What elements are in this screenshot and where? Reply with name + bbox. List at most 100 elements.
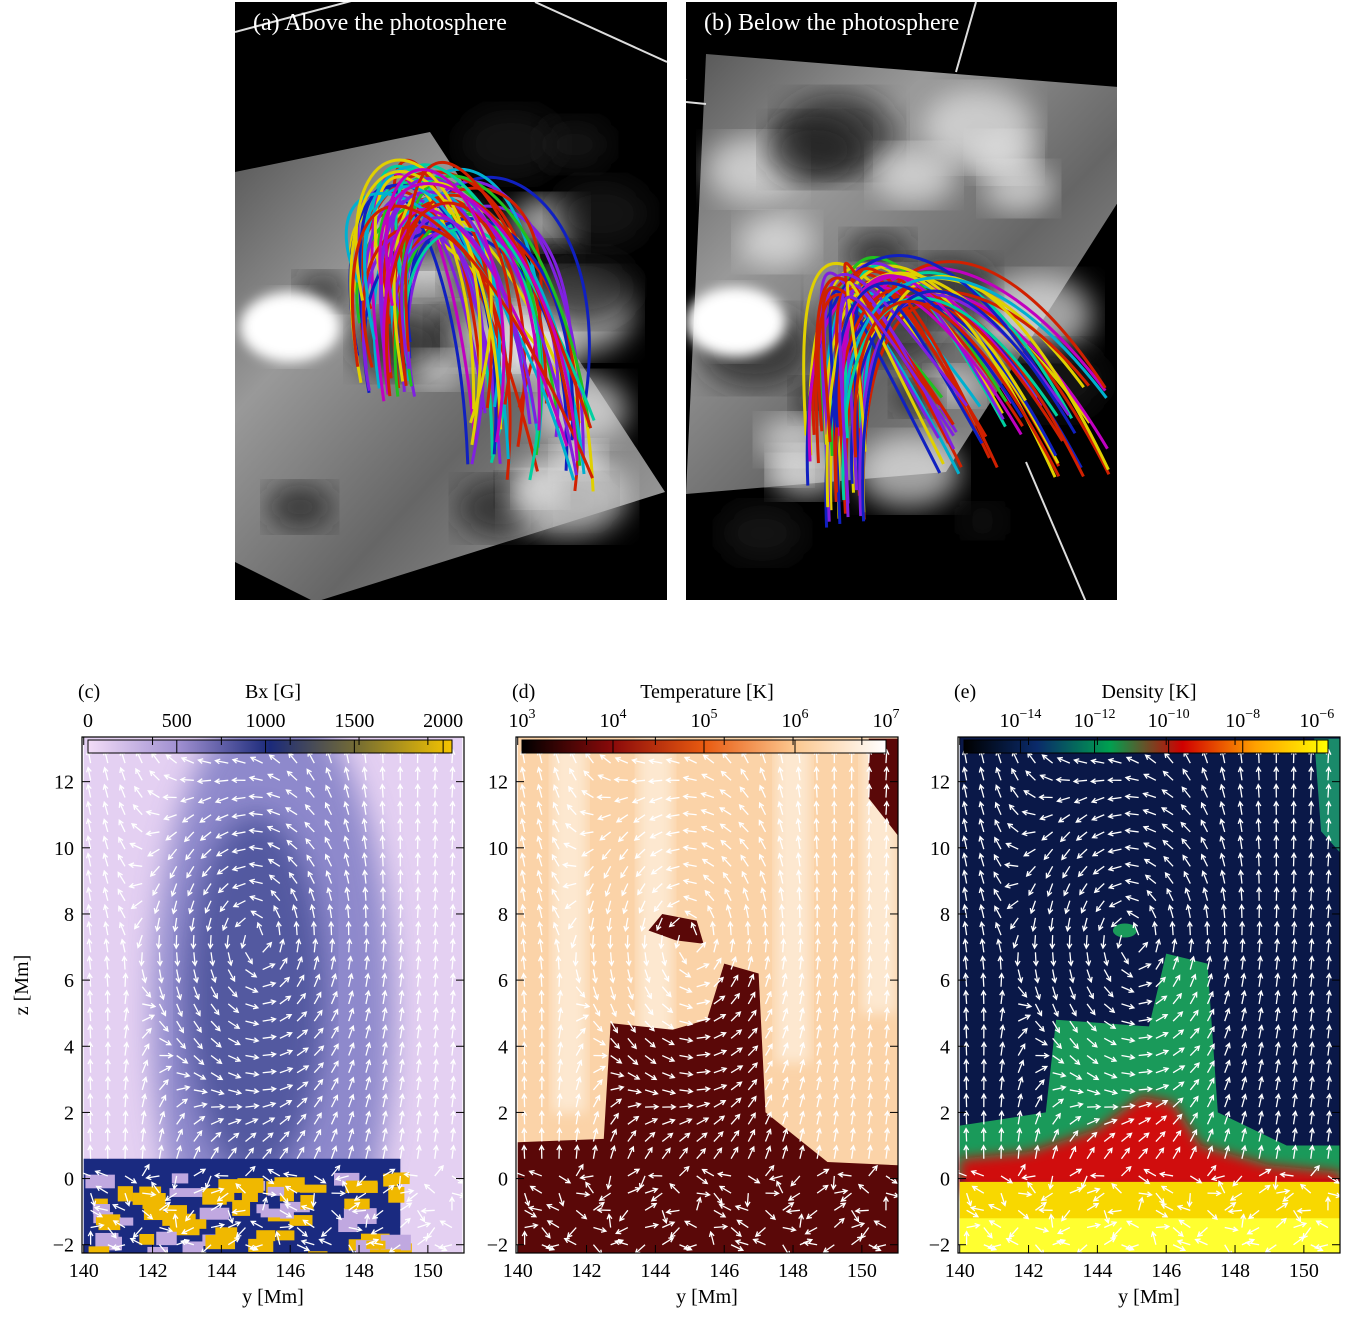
y-tick-label: 10	[488, 838, 508, 860]
y-tick-label: 8	[498, 904, 508, 926]
tick-exponent: −14	[1019, 707, 1041, 722]
colorbar-tick-label: 10−12	[1074, 707, 1116, 732]
heatmap-content	[78, 699, 464, 1321]
heat-cell	[300, 1185, 327, 1193]
x-axis-title: y [Mm]	[1118, 1286, 1180, 1308]
heatmap-content	[954, 737, 1341, 1256]
colorbar-tick-label: 106	[782, 707, 809, 732]
tick-exponent: −8	[1245, 707, 1260, 722]
tick-exponent: −10	[1168, 707, 1190, 722]
y-tick-label: 8	[940, 904, 950, 926]
positive-patch	[240, 292, 340, 362]
tick-exponent: 3	[529, 707, 536, 722]
heat-cell	[200, 1208, 230, 1220]
x-tick-label: 144	[1082, 1260, 1112, 1282]
x-tick-label: 146	[1151, 1260, 1181, 1282]
x-tick-label: 148	[344, 1260, 374, 1282]
y-tick-label: 6	[940, 970, 950, 992]
tick-exponent: −6	[1319, 707, 1334, 722]
y-tick-label: 4	[64, 1036, 74, 1058]
x-tick-label: 150	[1289, 1260, 1319, 1282]
positive-patch	[686, 287, 786, 357]
tick-exponent: 4	[620, 707, 627, 722]
heat-cell	[172, 1173, 188, 1183]
colorbar-tick-label: 105	[691, 707, 718, 732]
colorbar-tick-label: 104	[600, 707, 627, 732]
x-tick-label: 140	[945, 1260, 975, 1282]
y-tick-label: 12	[930, 772, 950, 794]
colorbar-tick-label: 0	[83, 710, 93, 732]
heatmap-panel: Temperature [K](d)1031041051061071401421…	[487, 681, 900, 1308]
colorbar-tick-label: 107	[873, 707, 900, 732]
heatmap-content	[512, 737, 899, 1256]
x-tick-label: 150	[847, 1260, 877, 1282]
x-tick-label: 142	[138, 1260, 168, 1282]
colorbar-tick-label: 10−8	[1225, 707, 1260, 732]
panel-label: (d)	[512, 681, 535, 703]
colorbar-tick-label: 103	[509, 707, 536, 732]
magnetogram-patch	[721, 504, 804, 562]
heat-cell	[338, 1218, 357, 1232]
tick-base: 10	[600, 710, 620, 732]
colorbar-title: Temperature [K]	[640, 681, 774, 703]
x-axis-title: y [Mm]	[242, 1286, 304, 1308]
colorbar	[964, 740, 1328, 753]
x-tick-label: 144	[206, 1260, 236, 1282]
heat-region	[187, 815, 325, 1179]
y-tick-label: 12	[488, 772, 508, 794]
x-tick-label: 146	[275, 1260, 305, 1282]
colorbar-tick-label: 10−14	[999, 707, 1041, 732]
x-tick-label: 150	[413, 1260, 443, 1282]
magnetogram-patch	[267, 484, 333, 530]
tick-exponent: 5	[711, 707, 718, 722]
x-tick-label: 140	[503, 1260, 533, 1282]
heat-cell	[237, 1178, 263, 1193]
y-tick-label: 2	[940, 1102, 950, 1124]
y-tick-label: 2	[64, 1102, 74, 1124]
heat-region	[960, 1218, 1342, 1253]
tick-base: 10	[999, 710, 1019, 732]
y-tick-label: 6	[64, 970, 74, 992]
x-tick-label: 142	[1014, 1260, 1044, 1282]
heat-cell	[139, 1234, 154, 1245]
heat-cell	[120, 1218, 134, 1226]
heatmap-panel: Bx [G](c)0500100015002000140142144146148…	[53, 681, 465, 1321]
y-tick-label: 12	[54, 772, 74, 794]
tick-base: 10	[1148, 710, 1168, 732]
heat-cell	[144, 1205, 164, 1220]
tick-exponent: −12	[1094, 707, 1116, 722]
magnetogram-patch	[872, 146, 955, 204]
panel-label: (b) Below the photosphere	[704, 10, 959, 36]
y-tick-label: −2	[53, 1235, 74, 1257]
colorbar-tick-label: 10−10	[1148, 707, 1190, 732]
x-tick-label: 142	[572, 1260, 602, 1282]
magnetogram-patch	[983, 164, 1054, 214]
y-tick-label: 10	[54, 838, 74, 860]
colorbar-tick-label: 1000	[246, 710, 286, 732]
tick-base: 10	[1299, 710, 1319, 732]
y-tick-label: −2	[487, 1235, 508, 1257]
x-tick-label: 146	[709, 1260, 739, 1282]
panel-label: (c)	[78, 681, 100, 703]
y-tick-label: 4	[940, 1036, 950, 1058]
colorbar-title: Density [K]	[1102, 681, 1197, 703]
render-panel: (b) Below the photosphere	[656, 2, 1118, 602]
x-tick-label: 144	[640, 1260, 670, 1282]
y-tick-label: −2	[929, 1235, 950, 1257]
magnetogram-patch	[766, 116, 863, 184]
magnetogram-patch	[412, 351, 464, 388]
x-tick-label: 148	[778, 1260, 808, 1282]
colorbar	[88, 740, 452, 753]
figure: (a) Above the photosphere (b) Below the p…	[0, 0, 1351, 1321]
heat-cell	[156, 1232, 177, 1245]
y-tick-label: 0	[940, 1169, 950, 1191]
x-axis-title: y [Mm]	[676, 1286, 738, 1308]
render-panel: (a) Above the photosphere	[235, 0, 667, 602]
colorbar-title: Bx [G]	[245, 681, 301, 703]
tick-exponent: 6	[802, 707, 809, 722]
heat-cell	[388, 1187, 404, 1203]
tick-exponent: 7	[893, 707, 900, 722]
y-tick-label: 0	[498, 1169, 508, 1191]
y-axis-title: z [Mm]	[11, 955, 33, 1016]
colorbar-tick-label: 2000	[423, 710, 463, 732]
